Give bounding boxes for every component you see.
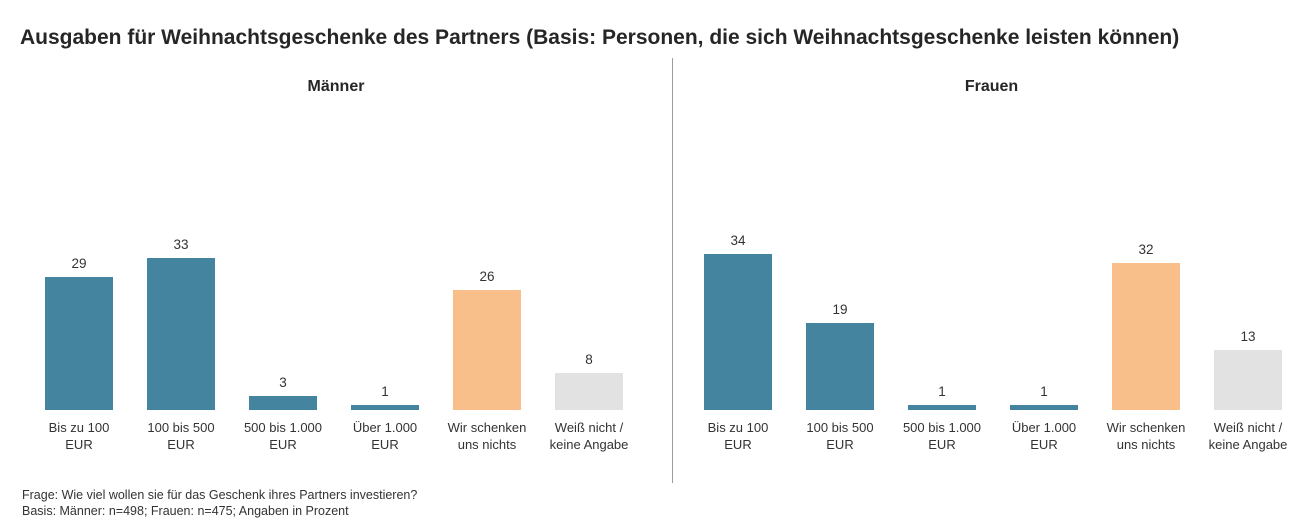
bar <box>908 405 976 410</box>
bar <box>555 373 623 410</box>
bar-column: 29 Bis zu 100 EUR <box>28 210 130 452</box>
bar <box>1010 405 1078 410</box>
bar-value-label: 3 <box>279 375 287 391</box>
bar <box>1112 262 1180 410</box>
bar-column: 1 Über 1.000 EUR <box>993 210 1095 452</box>
bar-column: 34 Bis zu 100 EUR <box>687 210 789 452</box>
bar-value-label: 1 <box>1040 384 1048 400</box>
chart-footnote: Frage: Wie viel wollen sie für das Gesch… <box>22 487 417 519</box>
bar <box>351 405 419 410</box>
category-label: 500 bis 1.000 EUR <box>902 420 982 452</box>
category-label: Wir schenken uns nichts <box>447 420 527 452</box>
category-label: 100 bis 500 EUR <box>147 420 215 452</box>
bar-value-label: 29 <box>71 255 87 271</box>
category-label: Bis zu 100 EUR <box>48 420 110 452</box>
bar-column: 19 100 bis 500 EUR <box>789 210 891 452</box>
category-label: Weiß nicht / keine Angabe <box>1208 420 1288 452</box>
footnote-basis: Basis: Männer: n=498; Frauen: n=475; Ang… <box>22 504 349 518</box>
bar-value-label: 19 <box>832 301 848 317</box>
panel-title-maenner: Männer <box>307 78 365 95</box>
category-label: Bis zu 100 EUR <box>707 420 769 452</box>
bar-value-label: 8 <box>585 352 593 368</box>
bar-value-label: 13 <box>1240 329 1256 345</box>
bar <box>249 396 317 410</box>
bar-column: 32 Wir schenken uns nichts <box>1095 210 1197 452</box>
bars-frauen: 34 Bis zu 100 EUR 19 100 bis 500 EUR 1 500 bi… <box>687 210 1299 452</box>
bar-value-label: 32 <box>1138 241 1154 257</box>
bar-column: 26 Wir schenken uns nichts <box>436 210 538 452</box>
bar <box>45 276 113 410</box>
bar-column: 8 Weiß nicht / keine Angabe <box>538 210 640 452</box>
bar <box>806 322 874 410</box>
category-label: Weiß nicht / keine Angabe <box>549 420 629 452</box>
bar <box>147 258 215 410</box>
panel-title-frauen: Frauen <box>964 78 1019 95</box>
panel-divider-line <box>672 58 673 483</box>
bar-value-label: 34 <box>730 232 746 248</box>
bar-value-label: 1 <box>381 384 389 400</box>
bars-maenner: 29 Bis zu 100 EUR 33 100 bis 500 EUR 3 500 bi… <box>28 210 640 452</box>
footnote-question: Frage: Wie viel wollen sie für das Gesch… <box>22 488 418 502</box>
bar <box>453 290 521 410</box>
bar <box>704 253 772 410</box>
bar-value-label: 33 <box>173 237 189 253</box>
category-label: Wir schenken uns nichts <box>1106 420 1186 452</box>
bar-value-label: 26 <box>479 269 495 285</box>
category-label: 500 bis 1.000 EUR <box>243 420 323 452</box>
category-label: Über 1.000 EUR <box>352 420 418 452</box>
bar-value-label: 1 <box>938 384 946 400</box>
bar-column: 1 Über 1.000 EUR <box>334 210 436 452</box>
bar-column: 3 500 bis 1.000 EUR <box>232 210 334 452</box>
category-label: Über 1.000 EUR <box>1011 420 1077 452</box>
bar <box>1214 350 1282 410</box>
bar-column: 33 100 bis 500 EUR <box>130 210 232 452</box>
bar-column: 13 Weiß nicht / keine Angabe <box>1197 210 1299 452</box>
category-label: 100 bis 500 EUR <box>806 420 874 452</box>
chart-title: Ausgaben für Weihnachtsgeschenke des Par… <box>20 26 1180 49</box>
bar-column: 1 500 bis 1.000 EUR <box>891 210 993 452</box>
